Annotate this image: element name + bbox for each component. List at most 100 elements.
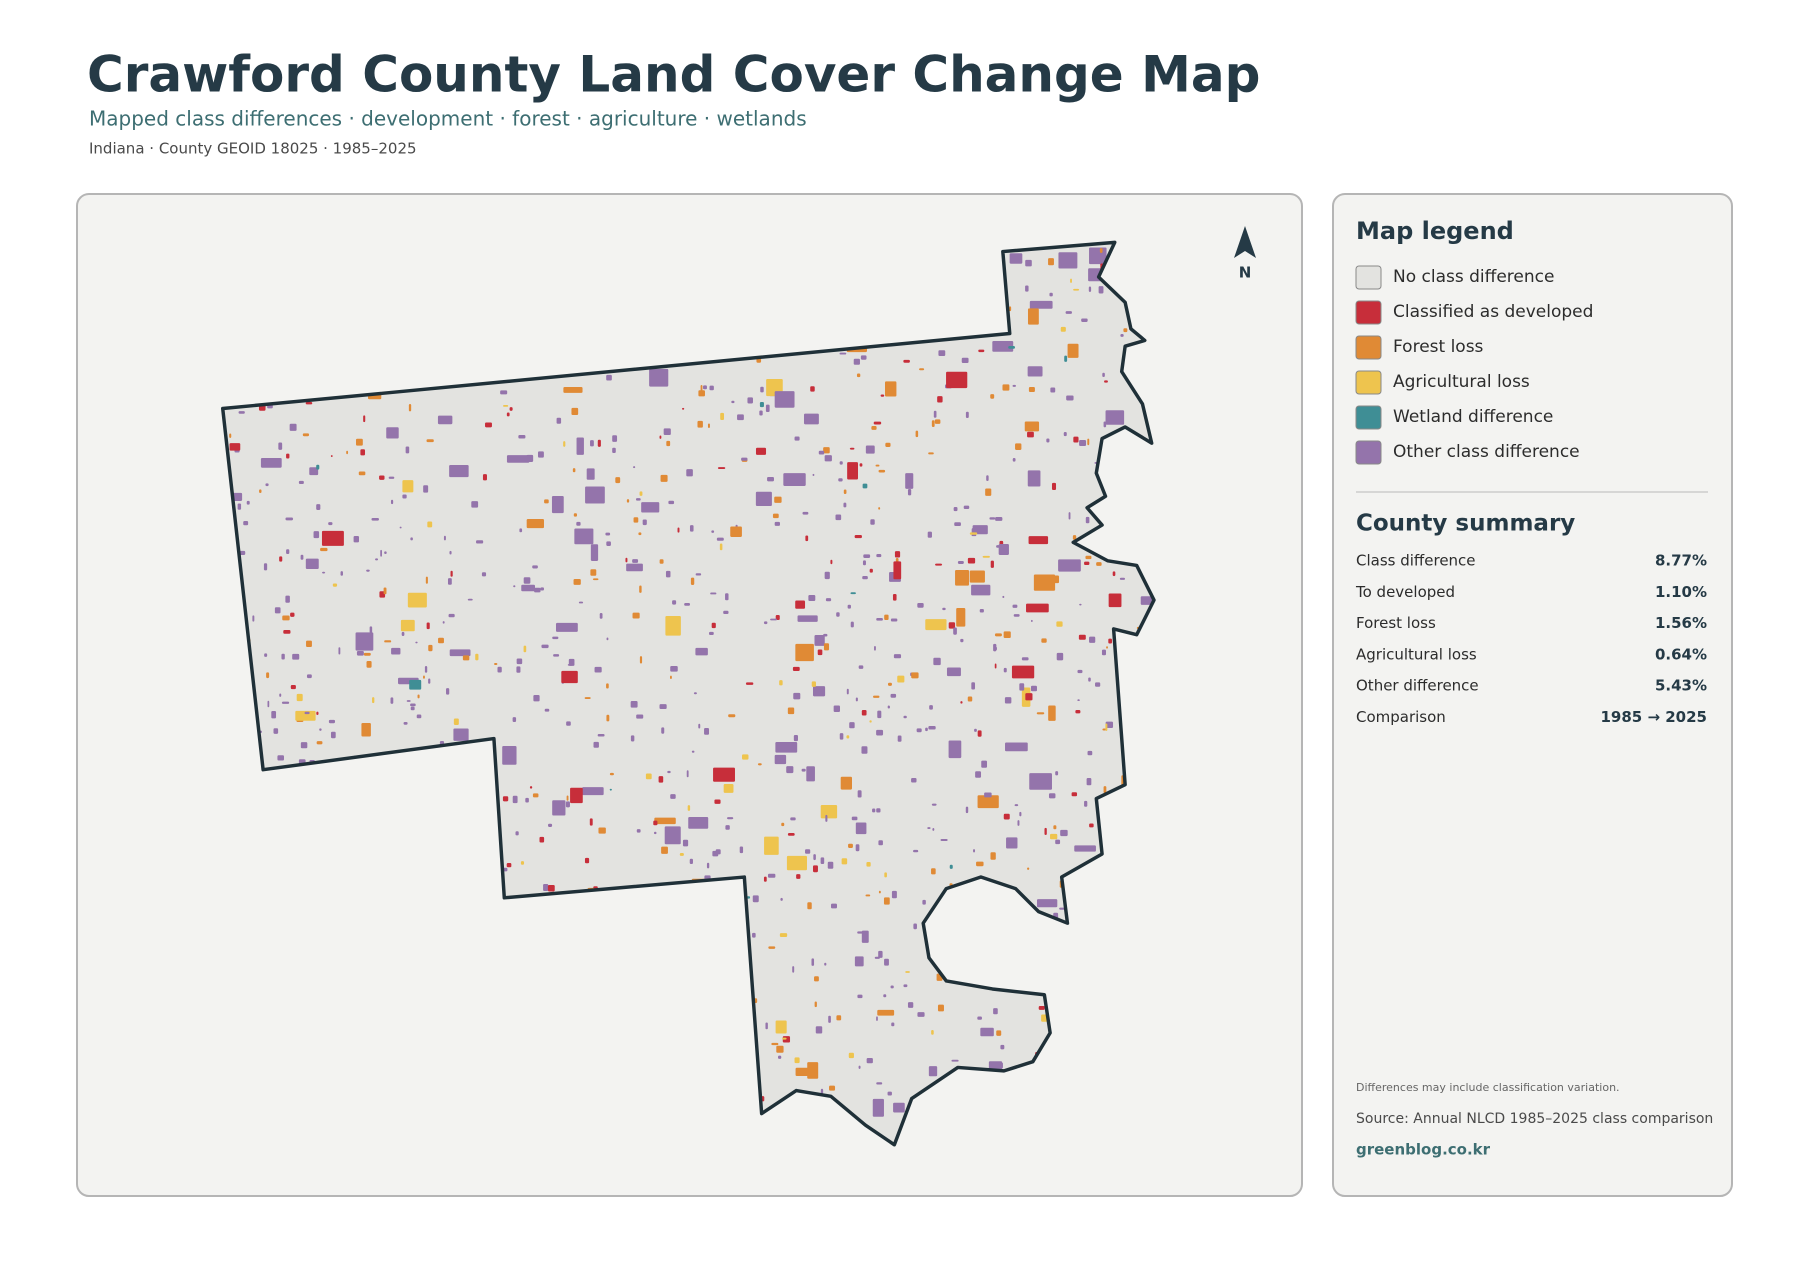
- change-patch: [1085, 516, 1090, 524]
- change-patch: [400, 619, 415, 632]
- change-patch: [1078, 634, 1086, 640]
- change-patch: [259, 489, 262, 493]
- change-patch: [875, 464, 880, 467]
- change-patch: [410, 703, 416, 707]
- footnote: Differences may include classification v…: [1356, 1081, 1620, 1094]
- change-patch: [612, 447, 616, 454]
- change-patch: [949, 864, 953, 869]
- change-patch: [794, 436, 800, 441]
- change-patch: [547, 885, 555, 892]
- brand: greenblog.co.kr: [1356, 1141, 1491, 1159]
- change-patch: [238, 411, 245, 414]
- change-patch: [793, 734, 798, 742]
- change-patch: [986, 475, 989, 481]
- change-patch: [1055, 839, 1061, 845]
- change-patch: [428, 678, 431, 684]
- change-patch: [390, 697, 394, 704]
- change-patch: [907, 1002, 914, 1008]
- change-patch: [561, 670, 578, 684]
- change-patch: [965, 806, 969, 814]
- change-patch: [876, 1016, 878, 1021]
- change-patch: [872, 1098, 884, 1117]
- change-patch: [1060, 326, 1066, 332]
- change-patch: [1079, 440, 1087, 447]
- county-outline: [220, 240, 1156, 1147]
- change-patch: [1099, 248, 1103, 253]
- change-patch: [774, 754, 787, 765]
- change-patch: [252, 615, 255, 622]
- change-patch: [994, 633, 1002, 637]
- change-patch: [533, 694, 540, 702]
- change-patch: [1064, 355, 1068, 362]
- change-patch: [768, 946, 776, 949]
- change-patch: [1003, 631, 1011, 639]
- change-patch: [946, 667, 961, 677]
- change-patch: [711, 530, 715, 533]
- change-patch: [1019, 683, 1025, 691]
- change-patch: [812, 865, 818, 873]
- change-patch: [739, 846, 744, 854]
- change-patch: [741, 457, 748, 461]
- change-patch: [578, 601, 584, 604]
- change-patch: [932, 827, 935, 831]
- change-patch: [885, 381, 897, 397]
- change-patch: [316, 464, 320, 470]
- summary-value: 8.77%: [1655, 552, 1707, 570]
- change-patch: [840, 776, 852, 790]
- change-patch: [281, 653, 285, 660]
- change-patch: [450, 570, 453, 577]
- change-patch: [928, 452, 934, 455]
- change-patch: [942, 607, 946, 611]
- change-patch: [1012, 384, 1016, 387]
- change-patch: [636, 829, 641, 833]
- change-patch: [1088, 677, 1091, 682]
- change-patch: [566, 795, 569, 801]
- change-patch: [282, 615, 290, 621]
- change-patch: [803, 413, 819, 425]
- change-patch: [771, 1042, 779, 1046]
- change-patch: [690, 577, 695, 585]
- change-patch: [384, 551, 387, 555]
- change-patch: [449, 464, 469, 478]
- change-patch: [322, 571, 326, 574]
- change-patch: [563, 387, 583, 393]
- change-patch: [521, 584, 535, 592]
- change-patch: [410, 706, 415, 711]
- change-patch: [850, 592, 856, 595]
- change-patch: [279, 693, 282, 697]
- change-patch: [568, 658, 575, 666]
- change-patch: [1084, 800, 1088, 807]
- change-patch: [532, 793, 539, 798]
- change-patch: [752, 895, 759, 903]
- change-patch: [590, 544, 599, 561]
- change-patch: [263, 563, 268, 571]
- legend-label: Forest loss: [1393, 337, 1484, 357]
- change-patch: [1025, 259, 1032, 267]
- change-patch: [609, 788, 612, 791]
- change-patch: [783, 473, 806, 486]
- change-patch: [653, 820, 658, 826]
- change-patch: [903, 715, 907, 719]
- change-patch: [866, 1057, 873, 1064]
- change-patch: [586, 468, 595, 480]
- change-patch: [1005, 742, 1028, 752]
- change-patch: [759, 401, 764, 408]
- change-patch: [330, 455, 333, 457]
- change-patch: [665, 616, 681, 636]
- change-patch: [982, 555, 990, 558]
- change-patch: [728, 714, 736, 718]
- change-patch: [1104, 380, 1108, 383]
- change-patch: [869, 568, 873, 573]
- change-patch: [869, 720, 872, 723]
- change-patch: [725, 593, 729, 601]
- change-patch: [767, 476, 774, 482]
- change-patch: [946, 371, 968, 389]
- change-patch: [485, 422, 492, 428]
- change-patch: [229, 433, 232, 438]
- change-patch: [730, 526, 742, 537]
- change-patch: [709, 631, 714, 636]
- change-patch: [1009, 253, 1023, 264]
- legend-label: Classified as developed: [1393, 302, 1593, 322]
- change-patch: [356, 438, 363, 446]
